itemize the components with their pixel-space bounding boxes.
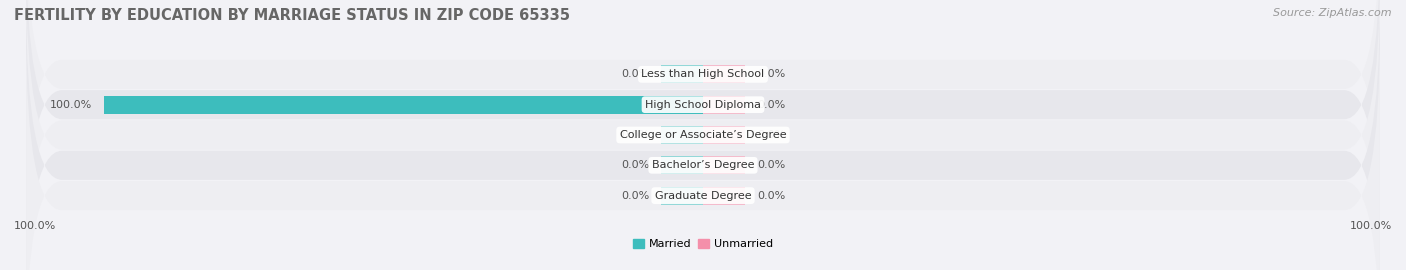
Text: 0.0%: 0.0% <box>756 69 785 79</box>
Text: FERTILITY BY EDUCATION BY MARRIAGE STATUS IN ZIP CODE 65335: FERTILITY BY EDUCATION BY MARRIAGE STATU… <box>14 8 569 23</box>
Text: 0.0%: 0.0% <box>756 191 785 201</box>
Bar <box>703 156 745 174</box>
Bar <box>661 126 703 144</box>
FancyBboxPatch shape <box>27 0 1379 270</box>
Text: Less than High School: Less than High School <box>641 69 765 79</box>
Bar <box>703 65 745 83</box>
FancyBboxPatch shape <box>27 0 1379 270</box>
Text: 0.0%: 0.0% <box>621 69 650 79</box>
Bar <box>703 96 745 114</box>
FancyBboxPatch shape <box>27 0 1379 242</box>
Bar <box>661 187 703 205</box>
Bar <box>703 126 745 144</box>
Text: Source: ZipAtlas.com: Source: ZipAtlas.com <box>1274 8 1392 18</box>
FancyBboxPatch shape <box>27 28 1379 270</box>
Bar <box>104 96 703 114</box>
Legend: Married, Unmarried: Married, Unmarried <box>628 235 778 254</box>
Bar <box>661 65 703 83</box>
Text: 0.0%: 0.0% <box>756 130 785 140</box>
Text: High School Diploma: High School Diploma <box>645 100 761 110</box>
Text: Bachelor’s Degree: Bachelor’s Degree <box>652 160 754 170</box>
Text: 100.0%: 100.0% <box>14 221 56 231</box>
Text: 0.0%: 0.0% <box>621 191 650 201</box>
Text: 0.0%: 0.0% <box>756 100 785 110</box>
Bar <box>661 156 703 174</box>
Text: 100.0%: 100.0% <box>49 100 91 110</box>
Text: 0.0%: 0.0% <box>756 160 785 170</box>
Text: Graduate Degree: Graduate Degree <box>655 191 751 201</box>
Text: 0.0%: 0.0% <box>621 130 650 140</box>
Text: 100.0%: 100.0% <box>1350 221 1392 231</box>
Text: 0.0%: 0.0% <box>621 160 650 170</box>
Bar <box>703 187 745 205</box>
Text: College or Associate’s Degree: College or Associate’s Degree <box>620 130 786 140</box>
FancyBboxPatch shape <box>27 0 1379 270</box>
